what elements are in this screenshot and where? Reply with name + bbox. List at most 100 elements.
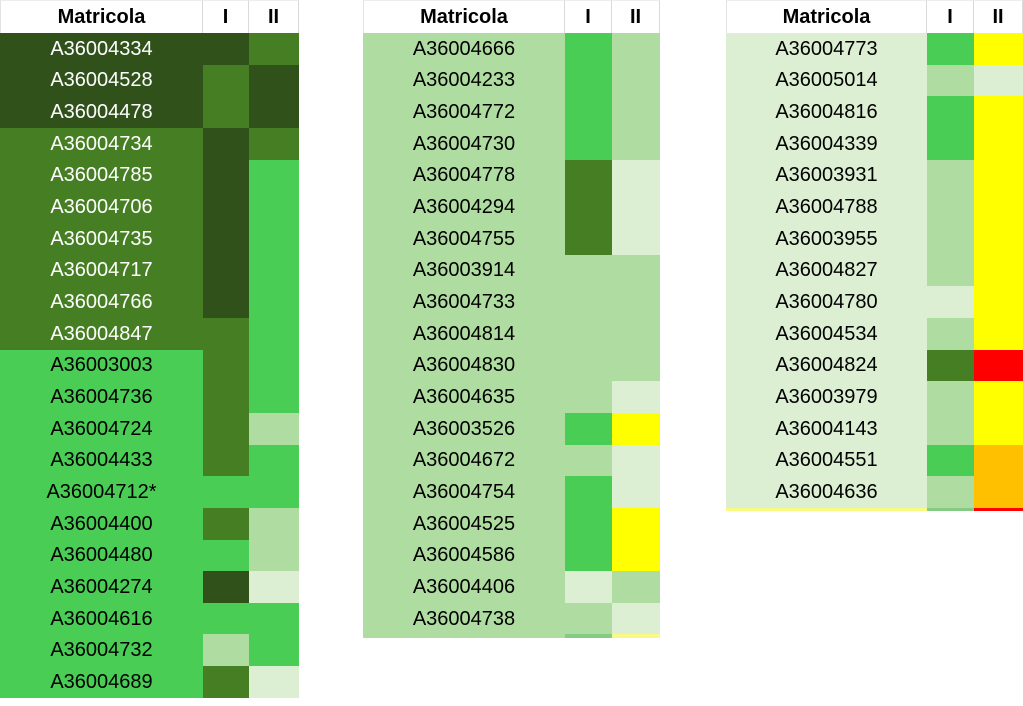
grade-cell-II[interactable] — [974, 286, 1023, 318]
matricola-cell[interactable]: A36005014 — [726, 64, 927, 97]
matricola-cell[interactable]: A36004814 — [363, 317, 565, 350]
matricola-cell[interactable]: A36004827 — [726, 254, 927, 287]
grade-cell-II[interactable] — [612, 191, 660, 223]
matricola-cell[interactable]: A36004785 — [0, 159, 203, 192]
matricola-cell[interactable]: A36004672 — [363, 444, 565, 477]
grade-cell-I[interactable] — [927, 127, 974, 160]
matricola-cell[interactable]: A36004755 — [363, 222, 565, 255]
grade-cell-II[interactable] — [249, 222, 299, 255]
matricola-cell[interactable]: A36003003 — [0, 349, 203, 382]
grade-cell-I[interactable] — [927, 412, 974, 445]
matricola-cell[interactable]: A36004551 — [726, 444, 927, 477]
matricola-cell[interactable]: A36004772 — [363, 96, 565, 128]
grade-cell-I[interactable] — [203, 286, 249, 318]
grade-cell-II[interactable] — [612, 64, 660, 97]
grade-cell-II[interactable] — [249, 33, 299, 65]
matricola-cell[interactable]: A36004689 — [0, 666, 203, 698]
matricola-cell[interactable]: A36003979 — [726, 381, 927, 413]
grade-cell-II[interactable] — [612, 286, 660, 318]
grade-cell-II[interactable] — [612, 127, 660, 160]
grade-cell-I[interactable] — [203, 444, 249, 477]
grade-cell-I[interactable] — [927, 381, 974, 413]
matricola-cell[interactable]: A36004766 — [0, 286, 203, 318]
grade-cell-I[interactable] — [565, 64, 612, 97]
matricola-cell[interactable]: A36004847 — [0, 317, 203, 350]
grade-cell-II[interactable] — [612, 412, 660, 445]
grade-cell-II[interactable] — [974, 96, 1023, 128]
grade-cell-I[interactable] — [203, 159, 249, 192]
matricola-cell[interactable]: A36004586 — [363, 539, 565, 572]
matricola-cell[interactable]: A36004738 — [363, 602, 565, 635]
grade-cell-II[interactable] — [249, 381, 299, 413]
grade-cell-I[interactable] — [927, 286, 974, 318]
grade-cell-II[interactable] — [249, 127, 299, 160]
grade-cell-II[interactable] — [249, 64, 299, 97]
matricola-cell[interactable]: A36004712* — [0, 476, 203, 508]
grade-cell-I[interactable] — [927, 254, 974, 287]
grade-cell-I[interactable] — [565, 286, 612, 318]
grade-cell-I[interactable] — [927, 96, 974, 128]
grade-cell-II[interactable] — [249, 159, 299, 192]
matricola-cell[interactable]: A36004733 — [363, 286, 565, 318]
matricola-cell[interactable]: A36004778 — [363, 159, 565, 192]
grade-cell-I[interactable] — [565, 381, 612, 413]
matricola-cell[interactable]: A36004400 — [0, 507, 203, 540]
grade-cell-I[interactable] — [565, 96, 612, 128]
grade-cell-I[interactable] — [927, 33, 974, 65]
grade-cell-II[interactable] — [974, 317, 1023, 350]
grade-cell-II[interactable] — [612, 349, 660, 382]
grade-cell-II[interactable] — [612, 33, 660, 65]
matricola-cell[interactable]: A36004735 — [0, 222, 203, 255]
grade-cell-I[interactable] — [565, 349, 612, 382]
grade-cell-II[interactable] — [974, 381, 1023, 413]
grade-cell-II[interactable] — [974, 64, 1023, 97]
grade-cell-II[interactable] — [249, 96, 299, 128]
grade-cell-I[interactable] — [565, 539, 612, 572]
matricola-cell[interactable]: A36004635 — [363, 381, 565, 413]
matricola-cell[interactable]: A36003914 — [363, 254, 565, 287]
grade-cell-II[interactable] — [249, 412, 299, 445]
grade-cell-II[interactable] — [612, 539, 660, 572]
grade-cell-II[interactable] — [612, 317, 660, 350]
grade-cell-II[interactable] — [974, 159, 1023, 192]
grade-cell-II[interactable] — [974, 476, 1023, 508]
grade-cell-II[interactable] — [974, 191, 1023, 223]
matricola-cell[interactable]: A36004732 — [0, 634, 203, 667]
grade-cell-I[interactable] — [203, 317, 249, 350]
grade-cell-I[interactable] — [565, 317, 612, 350]
matricola-cell[interactable]: A36004525 — [363, 507, 565, 540]
grade-cell-I[interactable] — [203, 33, 249, 65]
grade-cell-II[interactable] — [612, 507, 660, 540]
matricola-cell[interactable]: A36004616 — [0, 602, 203, 635]
grade-cell-II[interactable] — [249, 317, 299, 350]
grade-cell-I[interactable] — [203, 349, 249, 382]
matricola-cell[interactable]: A36004636 — [726, 476, 927, 508]
grade-cell-I[interactable] — [203, 634, 249, 667]
grade-cell-II[interactable] — [974, 444, 1023, 477]
grade-cell-I[interactable] — [565, 254, 612, 287]
grade-cell-I[interactable] — [565, 507, 612, 540]
matricola-cell[interactable]: A36004274 — [0, 571, 203, 603]
grade-cell-I[interactable] — [203, 222, 249, 255]
matricola-cell[interactable]: A36004706 — [0, 191, 203, 223]
grade-cell-I[interactable] — [565, 33, 612, 65]
matricola-cell[interactable]: A36004233 — [363, 64, 565, 97]
grade-cell-I[interactable] — [565, 571, 612, 603]
grade-cell-II[interactable] — [612, 602, 660, 635]
grade-cell-I[interactable] — [565, 476, 612, 508]
grade-cell-I[interactable] — [203, 507, 249, 540]
matricola-cell[interactable]: A36004724 — [0, 412, 203, 445]
grade-cell-I[interactable] — [203, 666, 249, 698]
grade-cell-I[interactable] — [565, 412, 612, 445]
grade-cell-II[interactable] — [249, 476, 299, 508]
matricola-cell[interactable]: A36004334 — [0, 33, 203, 65]
grade-cell-II[interactable] — [974, 412, 1023, 445]
matricola-cell[interactable]: A36004666 — [363, 33, 565, 65]
grade-cell-I[interactable] — [203, 381, 249, 413]
grade-cell-II[interactable] — [974, 33, 1023, 65]
grade-cell-I[interactable] — [927, 159, 974, 192]
grade-cell-I[interactable] — [927, 191, 974, 223]
matricola-cell[interactable]: A36004339 — [726, 127, 927, 160]
matricola-cell[interactable]: A36004754 — [363, 476, 565, 508]
grade-cell-II[interactable] — [612, 254, 660, 287]
